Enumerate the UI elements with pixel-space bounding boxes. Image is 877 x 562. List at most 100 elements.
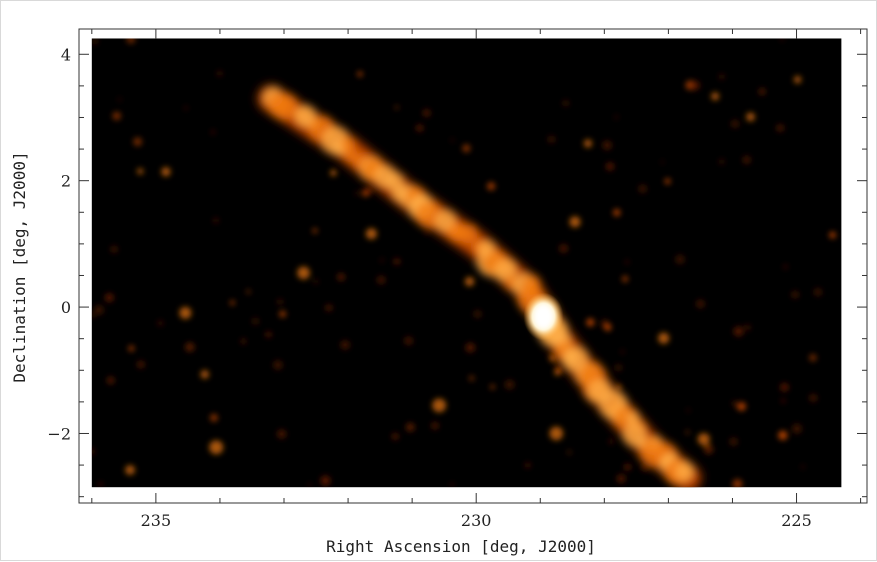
noise-blob xyxy=(107,376,115,384)
noise-blob xyxy=(729,437,738,446)
noise-blob xyxy=(780,383,789,392)
noise-blob xyxy=(604,323,612,331)
noise-blob xyxy=(738,401,743,406)
noise-blob xyxy=(91,38,98,45)
noise-blob xyxy=(133,137,142,147)
stream-clump xyxy=(340,137,355,152)
noise-blob xyxy=(559,244,568,253)
x-tick-label: 225 xyxy=(781,511,812,530)
noise-blob xyxy=(251,317,259,325)
noise-blob xyxy=(719,158,725,165)
density-image xyxy=(91,38,836,488)
y-axis-title: Declination [deg, J2000] xyxy=(10,151,29,382)
noise-blob xyxy=(279,310,287,318)
noise-blob xyxy=(602,140,612,150)
noise-blob xyxy=(128,345,135,352)
noise-blob xyxy=(703,444,714,454)
noise-blob xyxy=(809,354,817,362)
noise-blob xyxy=(732,479,743,488)
noise-blob xyxy=(606,162,615,171)
x-tick-label: 230 xyxy=(461,511,492,530)
noise-blob xyxy=(697,433,710,446)
noise-blob xyxy=(829,231,836,239)
stream-clump xyxy=(458,224,478,244)
noise-blob xyxy=(792,423,802,434)
noise-blob xyxy=(330,169,337,177)
noise-blob xyxy=(213,217,219,223)
noise-blob xyxy=(416,124,424,132)
stream-peak-core xyxy=(533,303,554,330)
noise-blob xyxy=(731,400,738,407)
noise-blob xyxy=(209,440,224,455)
noise-blob xyxy=(126,38,136,44)
noise-blob xyxy=(464,276,475,287)
noise-blob xyxy=(432,398,447,413)
noise-blob xyxy=(357,71,363,77)
noise-blob xyxy=(210,413,218,422)
noise-blob xyxy=(422,109,431,117)
noise-blob xyxy=(614,364,622,372)
noise-blob xyxy=(379,258,384,263)
noise-blob xyxy=(783,264,788,269)
noise-blob xyxy=(468,375,475,381)
noise-blob xyxy=(117,97,122,102)
noise-blob xyxy=(110,245,118,253)
noise-blob xyxy=(696,299,705,309)
noise-blob xyxy=(312,228,318,234)
axis-ticks xyxy=(79,29,867,503)
noise-blob xyxy=(246,290,251,294)
noise-blob xyxy=(265,331,272,338)
noise-blob xyxy=(547,135,556,143)
noise-blob xyxy=(733,326,744,337)
noise-blob xyxy=(325,304,333,312)
noise-blob xyxy=(137,360,145,369)
noise-blob xyxy=(277,299,283,305)
noise-blob xyxy=(569,216,581,228)
noise-blob xyxy=(746,112,755,122)
noise-blob xyxy=(638,184,647,193)
noise-blob xyxy=(462,144,471,153)
noise-blob xyxy=(778,430,788,441)
noise-blob xyxy=(567,450,571,454)
noise-blob xyxy=(450,482,454,487)
noise-blob xyxy=(554,369,561,376)
noise-blob xyxy=(404,336,413,346)
noise-blob xyxy=(504,379,515,390)
noise-blob xyxy=(185,342,195,352)
x-tick-labels: 235 230 225 xyxy=(141,511,812,530)
stream-clump xyxy=(272,93,298,120)
noise-blob xyxy=(112,111,121,121)
noise-blob xyxy=(137,168,144,175)
noise-blob xyxy=(719,74,725,80)
noise-blob xyxy=(490,384,495,390)
noise-blob xyxy=(781,398,786,403)
background-noise xyxy=(91,38,836,488)
noise-blob xyxy=(744,324,751,331)
noise-blob xyxy=(391,433,399,440)
noise-blob xyxy=(241,338,246,344)
noise-blob xyxy=(658,332,670,344)
stream-clump xyxy=(675,462,694,481)
noise-blob xyxy=(814,288,822,297)
noise-blob xyxy=(450,138,455,142)
noise-blob xyxy=(791,291,799,299)
noise-blob xyxy=(277,429,287,439)
noise-blob xyxy=(406,422,415,432)
noise-blob xyxy=(711,92,720,101)
noise-blob xyxy=(184,106,188,110)
noise-blob xyxy=(394,105,399,110)
noise-blob xyxy=(660,160,664,164)
noise-blob xyxy=(337,273,345,281)
noise-blob xyxy=(307,483,312,487)
noise-blob xyxy=(614,115,619,119)
noise-blob xyxy=(731,119,740,128)
y-tick-label: 4 xyxy=(61,45,71,64)
y-tick-label: −2 xyxy=(47,424,71,443)
noise-blob xyxy=(609,439,614,444)
noise-blob xyxy=(179,306,192,319)
noise-blob xyxy=(625,260,629,264)
noise-blob xyxy=(365,228,377,240)
noise-blob xyxy=(562,100,569,107)
noise-blob xyxy=(776,124,784,132)
